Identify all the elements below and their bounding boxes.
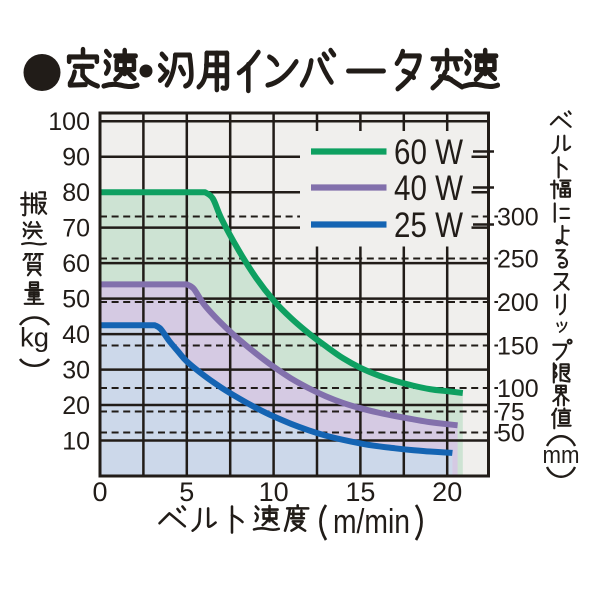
svg-text:40 W: 40 W — [394, 169, 463, 208]
svg-text:40: 40 — [62, 321, 90, 349]
svg-text:50: 50 — [497, 420, 525, 448]
svg-text:100: 100 — [48, 108, 90, 136]
svg-text:15: 15 — [345, 477, 375, 507]
svg-text:70: 70 — [62, 215, 90, 243]
svg-text:100: 100 — [497, 375, 539, 403]
svg-text:300: 300 — [497, 204, 539, 232]
svg-text:60: 60 — [62, 250, 90, 278]
svg-text:30: 30 — [62, 357, 90, 385]
svg-text:150: 150 — [497, 333, 539, 361]
svg-text:m/min: m/min — [333, 503, 410, 541]
svg-text:80: 80 — [62, 179, 90, 207]
svg-text:90: 90 — [62, 144, 90, 172]
svg-text:50: 50 — [62, 286, 90, 314]
svg-text:200: 200 — [497, 289, 539, 317]
svg-text:kg: kg — [20, 323, 49, 353]
svg-text:mm: mm — [543, 442, 580, 469]
svg-text:75: 75 — [497, 399, 525, 427]
svg-text:20: 20 — [432, 477, 462, 507]
svg-text:250: 250 — [497, 246, 539, 274]
svg-text:10: 10 — [259, 477, 289, 507]
svg-text:10: 10 — [62, 428, 90, 456]
svg-text:25 W: 25 W — [394, 206, 463, 245]
svg-text:20: 20 — [62, 392, 90, 420]
svg-text:0: 0 — [92, 477, 107, 507]
svg-text:60 W: 60 W — [394, 133, 463, 172]
svg-text:5: 5 — [179, 477, 194, 507]
